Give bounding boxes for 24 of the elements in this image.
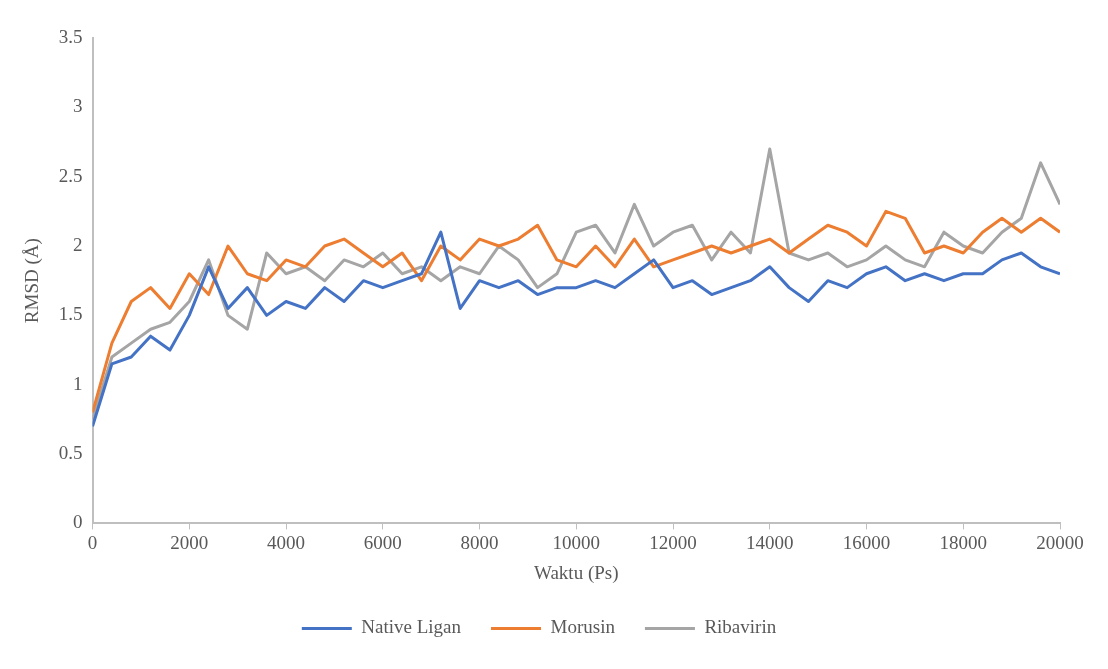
y-tick-label: 2.5 bbox=[58, 164, 83, 186]
x-tick-label: 20000 bbox=[1036, 531, 1084, 553]
x-tick-label: 18000 bbox=[939, 531, 988, 553]
legend-label: Native Ligan bbox=[361, 616, 462, 638]
x-tick-label: 14000 bbox=[746, 531, 794, 553]
y-tick-label: 2 bbox=[73, 234, 83, 256]
y-tick-label: 1.5 bbox=[58, 303, 83, 325]
y-tick-label: 3 bbox=[73, 95, 83, 117]
x-axis-title: Waktu (Ps) bbox=[534, 561, 619, 584]
x-tick-label: 8000 bbox=[460, 531, 499, 553]
y-tick-label: 0.5 bbox=[58, 442, 83, 464]
x-tick-label: 10000 bbox=[552, 531, 601, 553]
x-tick-label: 0 bbox=[87, 531, 98, 553]
legend-label: Ribavirin bbox=[704, 616, 777, 638]
y-tick-label: 1 bbox=[73, 372, 83, 394]
legend-label: Morusin bbox=[550, 616, 616, 638]
y-tick-label: 0 bbox=[73, 511, 83, 533]
y-tick-label: 3.5 bbox=[58, 25, 83, 47]
x-tick-label: 2000 bbox=[170, 531, 209, 553]
x-tick-label: 16000 bbox=[842, 531, 891, 553]
x-tick-label: 4000 bbox=[267, 531, 306, 553]
x-tick-label: 6000 bbox=[363, 531, 402, 553]
y-axis-title: RMSD (Å) bbox=[21, 238, 44, 324]
x-tick-label: 12000 bbox=[649, 531, 697, 553]
